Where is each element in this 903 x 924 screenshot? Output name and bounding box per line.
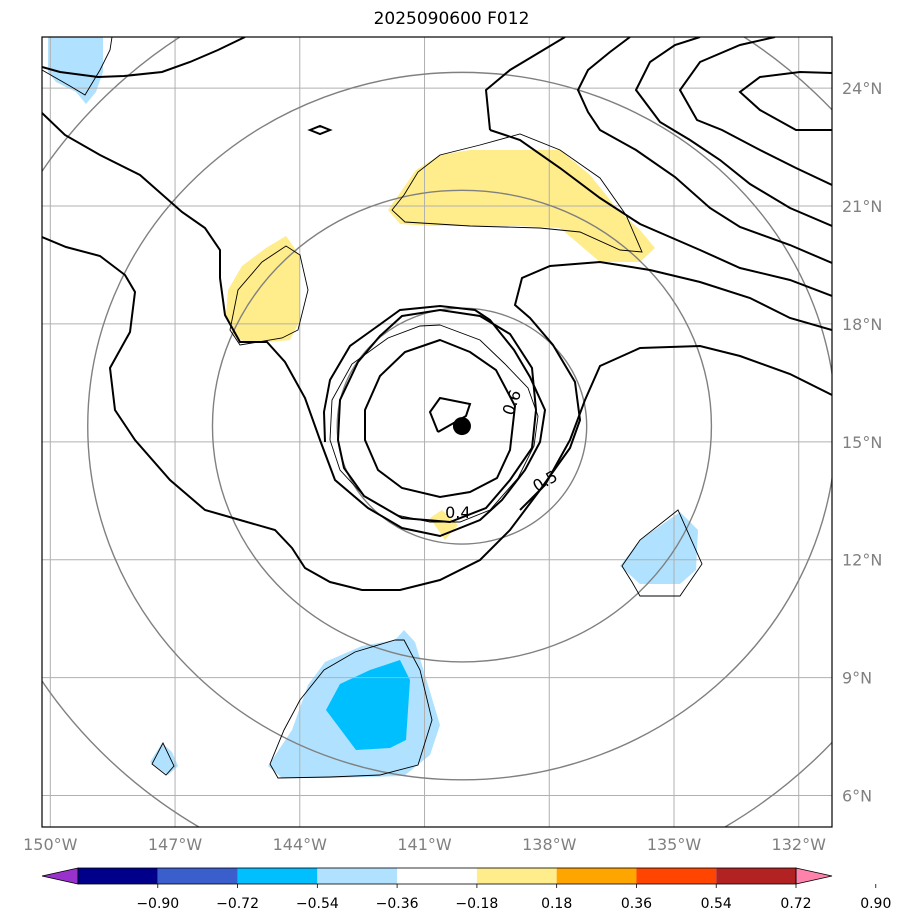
contour-label: 0.5 (529, 467, 561, 496)
colorbar-segment (636, 868, 717, 884)
latitude-tick-label: 18°N (842, 315, 882, 334)
colorbar-segment (317, 868, 398, 884)
latitude-tick-label: 15°N (842, 433, 882, 452)
contour-nw-line (42, 37, 246, 79)
contour-ne-2 (489, 129, 832, 297)
contour-ne-5 (678, 37, 832, 186)
range-ring (211, 189, 713, 663)
contour-inner-1 (364, 338, 517, 499)
latitude-tick-label: 6°N (842, 787, 872, 806)
contour-ne-6 (738, 70, 832, 131)
latitude-tick-label: 21°N (842, 197, 882, 216)
longitude-tick-label: 144°W (273, 835, 328, 854)
contour-east-1 (519, 344, 832, 511)
colorbar-segment (397, 868, 477, 884)
latitude-tick-label: 24°N (842, 79, 882, 98)
thick-contours (42, 37, 832, 591)
contour-label: 0.6 (499, 387, 526, 417)
contour-inner-2 (336, 308, 538, 524)
colorbar-tick-label: −0.54 (296, 896, 339, 912)
colorbar-tick-label: −0.36 (376, 896, 419, 912)
colorbar-tick-label: 0.18 (541, 896, 572, 912)
contour-ne-4 (634, 37, 832, 227)
contour-ne-1 (484, 37, 566, 131)
range-ring (87, 71, 832, 781)
contour-west-second (42, 236, 832, 591)
colorbar-extend-low (41, 867, 79, 885)
colorbar-tick-label: 0.72 (780, 896, 811, 912)
colorbar: −0.90 −0.72 −0.54 −0.36 −0.18 0.18 0.36 0.54 0.7… (41, 867, 891, 912)
colorbar-tick-label: 0.90 (860, 896, 891, 912)
colorbar-segment (476, 868, 557, 884)
shade-yellow-west (226, 236, 300, 344)
shaded-anomaly-fills (48, 37, 698, 778)
longitude-tick-label: 135°W (647, 835, 702, 854)
contour-label: 0.4 (445, 503, 470, 522)
longitude-labels: 150°W 147°W 144°W 141°W 138°W 135°W 132°W (23, 835, 826, 854)
shade-blue-sw-small (150, 743, 178, 775)
contour-ne-3 (576, 37, 832, 264)
thin-contour-east (621, 509, 703, 597)
colorbar-segment (716, 868, 796, 884)
longitude-tick-label: 150°W (23, 835, 78, 854)
colorbar-extend-high (795, 867, 833, 885)
lat-lon-gridlines (42, 37, 832, 827)
range-ring (42, 37, 832, 827)
longitude-tick-label: 147°W (148, 835, 203, 854)
thin-contour-inner-ring (329, 324, 539, 523)
thin-contour-north (391, 133, 643, 253)
colorbar-tick-label: 0.54 (701, 896, 732, 912)
map-title: 2025090600 F012 (373, 9, 530, 29)
storm-center-marker (452, 417, 471, 436)
latitude-tick-label: 9°N (842, 669, 872, 688)
latitude-labels: 6°N 9°N 12°N 15°N 18°N 21°N 24°N (842, 79, 882, 805)
colorbar-tick-label: −0.72 (216, 896, 259, 912)
colorbar-segment (237, 868, 318, 884)
latitude-tick-label: 12°N (842, 551, 882, 570)
thin-contour-south (269, 639, 433, 779)
longitude-tick-label: 141°W (397, 835, 452, 854)
colorbar-frame (77, 867, 797, 885)
colorbar-segment (556, 868, 637, 884)
thin-contour-nw (42, 37, 113, 96)
contour-small-diamond (307, 124, 333, 136)
colorbar-segment (157, 868, 238, 884)
colorbar-tick-label: −0.90 (136, 896, 179, 912)
longitude-tick-label: 132°W (772, 835, 827, 854)
shade-deep-blue-south (326, 660, 410, 750)
longitude-tick-label: 138°W (522, 835, 577, 854)
map-frame (41, 36, 833, 828)
contour-west-long (42, 112, 547, 538)
colorbar-segment (78, 868, 158, 884)
range-rings (42, 37, 832, 827)
colorbar-tick-label: 0.36 (621, 896, 652, 912)
colorbar-tick-label: −0.18 (455, 896, 498, 912)
shade-blue-east (620, 512, 698, 584)
thin-contour-sw-small (151, 741, 175, 776)
